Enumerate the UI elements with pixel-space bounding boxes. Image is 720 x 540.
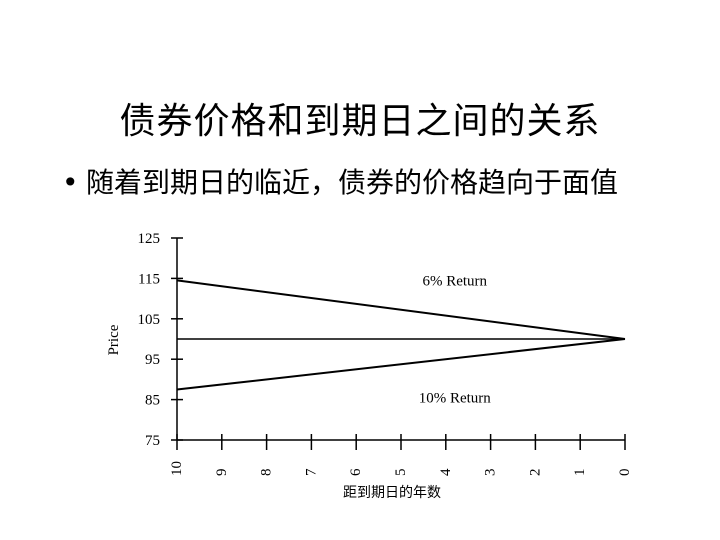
- chart-labels: 6% Return 10% Return: [419, 273, 492, 406]
- x-tick-label: 8: [259, 469, 275, 477]
- y-tick-label: 105: [138, 312, 161, 328]
- y-axis-title: Price: [106, 324, 122, 355]
- y-tick-label: 85: [145, 393, 160, 409]
- y-axis: 125 115 105 95 85 75 Price: [106, 231, 183, 449]
- x-tick-label: 3: [483, 469, 499, 477]
- x-tick-label: 1: [572, 469, 588, 477]
- series-line-ten-percent: [176, 338, 626, 391]
- x-tick-label: 9: [214, 469, 230, 477]
- x-tick-label: 10: [169, 461, 185, 476]
- x-tick-label: 0: [617, 469, 633, 477]
- series-lines: [176, 279, 626, 391]
- y-tick-label: 125: [138, 231, 161, 247]
- y-tick-label: 115: [138, 271, 160, 287]
- y-tick-label: 75: [145, 433, 160, 449]
- y-tick-label: 95: [145, 352, 160, 368]
- slide-title: 债券价格和到期日之间的关系: [119, 101, 601, 142]
- series-annotation: 10% Return: [419, 391, 492, 407]
- x-tick-label: 2: [527, 469, 543, 477]
- x-tick-label: 5: [393, 469, 409, 477]
- series-annotation: 6% Return: [422, 273, 487, 289]
- bullet-text: 随着到期日的临近，债券的价格趋向于面值: [86, 166, 619, 199]
- series-line-six-percent: [176, 279, 626, 340]
- x-axis-title: 距到期日的年数: [343, 485, 441, 501]
- x-tick-label: 6: [348, 468, 364, 476]
- x-tick-label: 4: [438, 468, 454, 476]
- bullet-marker: •: [62, 166, 79, 199]
- bullet-point: • 随着到期日的临近，债券的价格趋向于面值: [62, 164, 662, 202]
- x-tick-label: 7: [303, 468, 319, 476]
